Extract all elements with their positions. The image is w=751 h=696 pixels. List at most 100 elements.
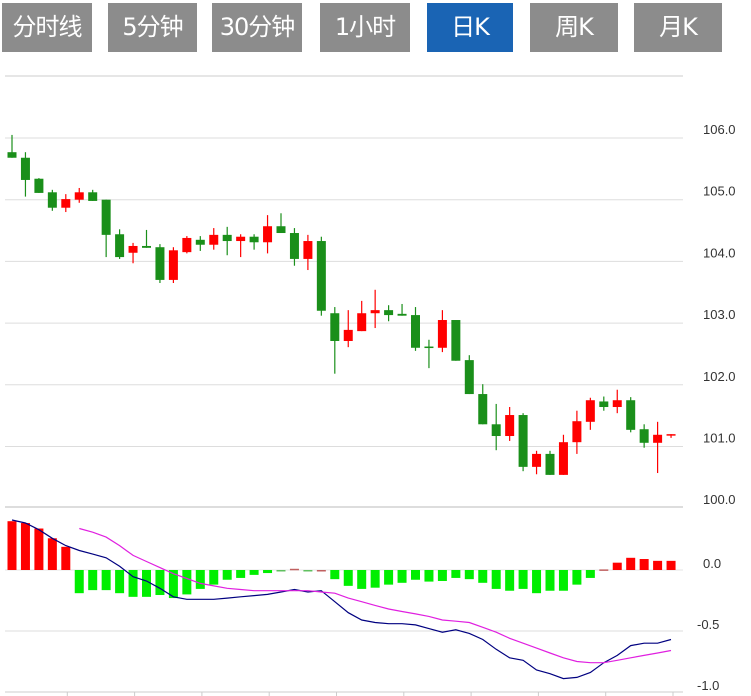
tab-5min[interactable]: 5分钟 (108, 3, 197, 52)
y-tick-label: 106.0 (703, 122, 736, 137)
candle-up (585, 400, 595, 422)
macd-bar (612, 562, 622, 570)
macd-bar (585, 570, 595, 578)
candle-up (437, 320, 447, 348)
macd-bar (88, 570, 98, 591)
candle-down (155, 247, 165, 280)
candle-down (464, 360, 474, 395)
candle-down (195, 239, 205, 245)
tab-30min[interactable]: 30分钟 (212, 3, 302, 52)
candle-up (357, 313, 367, 332)
candle-down (411, 315, 420, 348)
macd-bar (545, 570, 555, 591)
candle-down (330, 313, 340, 341)
candle-down (115, 234, 125, 258)
candle-down (88, 192, 98, 201)
candle-up (74, 192, 84, 200)
macd-bar (47, 538, 57, 570)
macd-bar (7, 521, 17, 570)
macd-bar (478, 570, 488, 583)
macd-bar (451, 570, 461, 578)
macd-bar (34, 528, 44, 570)
macd-bar (357, 570, 367, 589)
candle-up (653, 434, 663, 443)
macd-bar (249, 570, 259, 575)
macd-bar (20, 523, 30, 570)
macd-tick-label: 0.0 (703, 556, 721, 571)
y-tick-label: 105.0 (703, 184, 736, 199)
macd-bar (626, 557, 636, 570)
macd-bar (101, 570, 111, 591)
candle-up (263, 226, 273, 243)
macd-bar (115, 570, 125, 594)
y-tick-label: 101.0 (703, 431, 736, 446)
macd-bar (263, 570, 273, 574)
macd-bar (437, 570, 447, 581)
candle-up (572, 421, 582, 443)
macd-bar (182, 570, 192, 595)
macd-bar (491, 570, 501, 589)
macd-bar (316, 570, 326, 572)
candle-down (545, 453, 555, 475)
candle-down (47, 192, 57, 208)
macd-bar (74, 570, 84, 594)
macd-bar (653, 560, 663, 570)
tab-daily-k[interactable]: 日K (427, 3, 513, 52)
y-tick-label: 100.0 (703, 492, 736, 507)
candle-down (397, 313, 407, 316)
macd-bar (505, 570, 515, 591)
candle-down (7, 152, 17, 158)
tab-monthly-k[interactable]: 月K (634, 3, 722, 52)
candles (7, 134, 676, 475)
candle-up (128, 245, 138, 253)
candle-down (424, 346, 434, 349)
macd-bar (343, 570, 353, 586)
candle-up (236, 236, 246, 242)
macd-bar (666, 560, 676, 570)
candle-down (316, 241, 326, 311)
macd-bar (330, 570, 340, 580)
macd-panel (7, 519, 676, 680)
candle-up (558, 442, 568, 475)
macd-bar (411, 570, 420, 580)
macd-bar (195, 570, 205, 589)
candle-up (61, 199, 71, 208)
dif-line (11, 519, 672, 680)
y-tick-label: 102.0 (703, 369, 736, 384)
candle-down (491, 424, 501, 437)
candle-up (209, 234, 219, 245)
candle-up (612, 400, 622, 408)
macd-bar (424, 570, 434, 582)
candle-up (182, 237, 192, 253)
candle-up (343, 329, 353, 341)
dea-line (79, 527, 672, 664)
candle-down (142, 245, 151, 248)
candle-up (168, 250, 178, 280)
macd-bar (168, 570, 178, 599)
y-tick-label: 103.0 (703, 307, 736, 322)
candle-down (34, 178, 44, 193)
macd-bar (464, 570, 474, 580)
candle-down (518, 415, 528, 467)
candle-down (289, 233, 299, 259)
candle-up (303, 241, 313, 259)
tab-intraday[interactable]: 分时线 (2, 3, 92, 52)
macd-bar (128, 570, 138, 597)
grid (5, 75, 683, 696)
tab-1hour[interactable]: 1小时 (320, 3, 410, 52)
macd-bar (599, 569, 609, 571)
candle-down (276, 226, 286, 234)
macd-bar (303, 570, 313, 572)
macd-tick-label: -1.0 (697, 678, 719, 693)
candle-down (384, 310, 394, 316)
candle-up (532, 453, 542, 467)
macd-bar (61, 546, 71, 570)
candle-down (222, 234, 232, 242)
macd-bar (276, 570, 286, 572)
candle-down (626, 400, 636, 430)
macd-tick-label: -0.5 (697, 617, 719, 632)
candle-down (101, 199, 111, 235)
candle-down (478, 394, 488, 425)
tab-weekly-k[interactable]: 周K (530, 3, 618, 52)
